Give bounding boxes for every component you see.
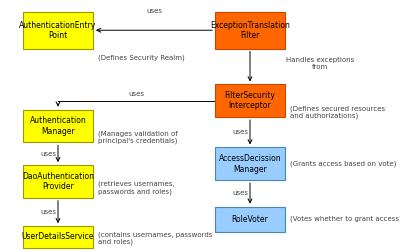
Text: RoleVoter: RoleVoter xyxy=(232,215,268,224)
Text: uses: uses xyxy=(40,209,56,215)
Text: (Defines Security Realm): (Defines Security Realm) xyxy=(98,55,185,61)
Text: (Manages validation of
principal's credentials): (Manages validation of principal's crede… xyxy=(98,130,178,144)
Text: uses: uses xyxy=(146,8,162,14)
Text: AuthenticationEntry
Point: AuthenticationEntry Point xyxy=(19,21,97,40)
Text: (retrieves usernames,
passwords and roles): (retrieves usernames, passwords and role… xyxy=(98,181,175,195)
FancyBboxPatch shape xyxy=(215,147,285,180)
Text: Handles exceptions
from: Handles exceptions from xyxy=(286,57,354,71)
Text: DaoAuthentication
Provider: DaoAuthentication Provider xyxy=(22,172,94,191)
FancyBboxPatch shape xyxy=(23,12,93,48)
FancyBboxPatch shape xyxy=(215,12,285,48)
Text: (Votes whether to grant access): (Votes whether to grant access) xyxy=(290,216,400,223)
FancyBboxPatch shape xyxy=(23,110,93,142)
Text: AccessDecission
Manager: AccessDecission Manager xyxy=(219,154,281,173)
Text: uses: uses xyxy=(232,129,248,135)
FancyBboxPatch shape xyxy=(23,226,93,247)
Text: uses: uses xyxy=(232,191,248,196)
FancyBboxPatch shape xyxy=(23,165,93,198)
FancyBboxPatch shape xyxy=(215,207,285,232)
Text: ExceptionTranslation
Filter: ExceptionTranslation Filter xyxy=(210,21,290,40)
Text: UserDetailsService: UserDetailsService xyxy=(22,232,94,241)
Text: uses: uses xyxy=(40,151,56,157)
Text: Authentication
Manager: Authentication Manager xyxy=(30,116,86,136)
Text: (contains usernames, passwords
and roles): (contains usernames, passwords and roles… xyxy=(98,231,212,245)
FancyBboxPatch shape xyxy=(215,84,285,117)
Text: uses: uses xyxy=(128,91,144,98)
Text: (Grants access based on vote): (Grants access based on vote) xyxy=(290,161,396,167)
Text: FilterSecurity
Interceptor: FilterSecurity Interceptor xyxy=(224,91,276,110)
Text: (Defines secured resources
and authorizations): (Defines secured resources and authoriza… xyxy=(290,105,385,119)
